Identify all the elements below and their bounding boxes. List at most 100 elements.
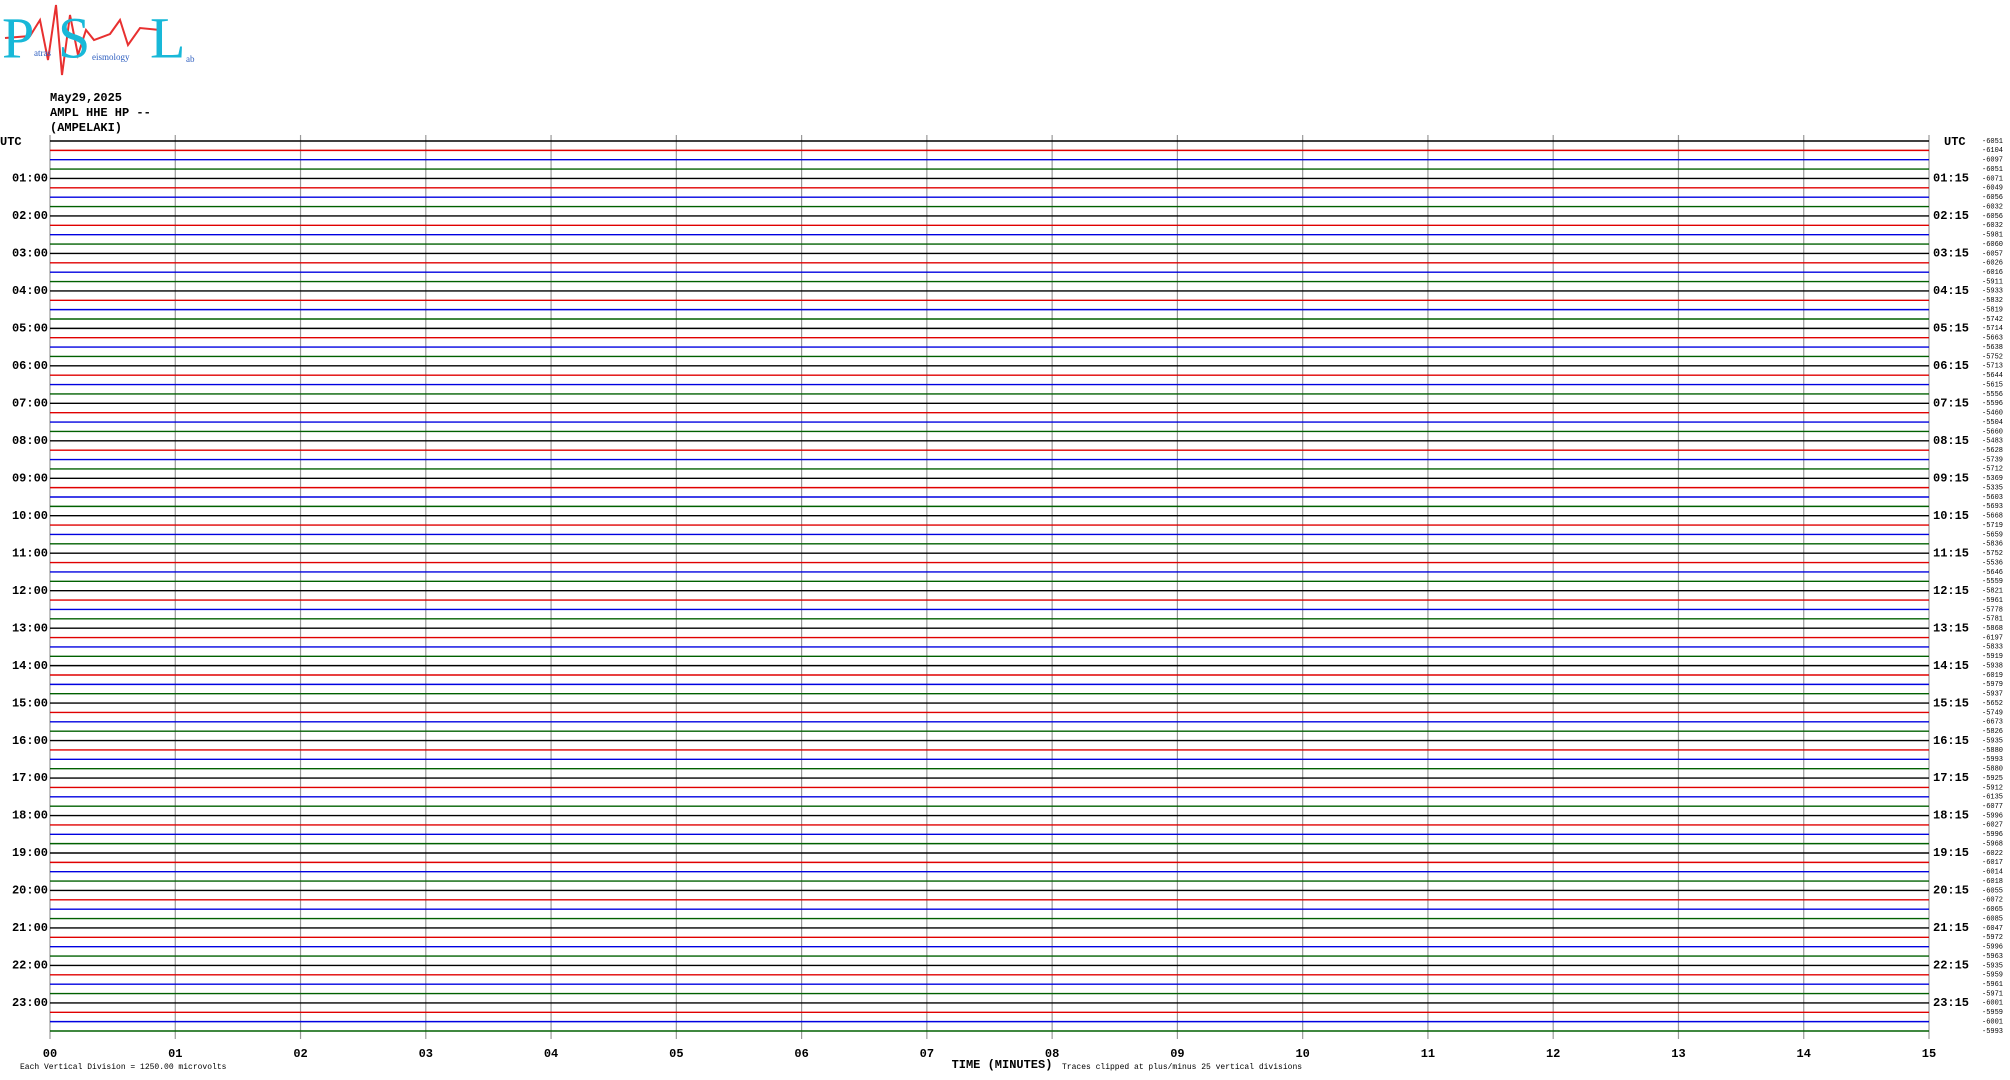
quarter-label: 09:15 bbox=[1933, 471, 1969, 485]
trace-offset: -5693 bbox=[1982, 503, 2003, 511]
x-tick-label: 07 bbox=[920, 1047, 934, 1061]
logo-word: ab bbox=[186, 54, 195, 64]
logo-letter: L bbox=[150, 5, 185, 70]
trace-offset: -5663 bbox=[1982, 335, 2003, 343]
x-tick-label: 05 bbox=[669, 1047, 683, 1061]
logo-wiggle bbox=[4, 4, 161, 76]
hour-label: 16:00 bbox=[12, 734, 48, 748]
trace-offset: -5460 bbox=[1982, 410, 2003, 418]
trace-offset: -5925 bbox=[1982, 775, 2003, 783]
trace-offset: -5996 bbox=[1982, 831, 2003, 839]
trace-offset: -5504 bbox=[1982, 419, 2003, 427]
trace-offset: -5596 bbox=[1982, 400, 2003, 408]
x-tick-label: 01 bbox=[168, 1047, 182, 1061]
logo-letter: S bbox=[58, 5, 90, 70]
trace-offset: -5714 bbox=[1982, 325, 2003, 333]
hour-label: 02:00 bbox=[12, 209, 48, 223]
trace-offset: -5935 bbox=[1982, 962, 2003, 970]
hour-label: 05:00 bbox=[12, 322, 48, 336]
hour-label: 15:00 bbox=[12, 696, 48, 710]
hour-label: 23:00 bbox=[12, 996, 48, 1010]
trace-offset: -5652 bbox=[1982, 700, 2003, 708]
hour-label: 04:00 bbox=[12, 284, 48, 298]
trace-offset: -6001 bbox=[1982, 1018, 2003, 1026]
trace-offset: -6135 bbox=[1982, 794, 2003, 802]
trace-offset: -5979 bbox=[1982, 681, 2003, 689]
trace-offset: -5615 bbox=[1982, 381, 2003, 389]
trace-offset: -6097 bbox=[1982, 157, 2003, 165]
x-tick-label: 09 bbox=[1170, 1047, 1184, 1061]
trace-offset: -5959 bbox=[1982, 972, 2003, 980]
quarter-label: 16:15 bbox=[1933, 734, 1969, 748]
hour-label: 22:00 bbox=[12, 959, 48, 973]
trace-offset: -5719 bbox=[1982, 522, 2003, 530]
trace-offset: -6060 bbox=[1982, 241, 2003, 249]
quarter-label: 15:15 bbox=[1933, 696, 1969, 710]
hour-label: 12:00 bbox=[12, 584, 48, 598]
x-tick-label: 15 bbox=[1922, 1047, 1936, 1061]
trace-offset: -5483 bbox=[1982, 438, 2003, 446]
trace-offset: -6077 bbox=[1982, 803, 2003, 811]
trace-offset: -5335 bbox=[1982, 484, 2003, 492]
trace-offset: -6085 bbox=[1982, 915, 2003, 923]
x-tick-label: 00 bbox=[43, 1047, 57, 1061]
right-axis-title: UTC bbox=[1944, 135, 1966, 149]
trace-offset: -5644 bbox=[1982, 372, 2003, 380]
time-axis-title: TIME (MINUTES) bbox=[952, 1058, 1053, 1072]
logo-word: eismology bbox=[92, 52, 130, 62]
trace-offset: -5536 bbox=[1982, 559, 2003, 567]
trace-offset: -5937 bbox=[1982, 691, 2003, 699]
quarter-label: 07:15 bbox=[1933, 396, 1969, 410]
trace-offset: -5826 bbox=[1982, 728, 2003, 736]
hour-label: 09:00 bbox=[12, 471, 48, 485]
trace-offset: -6055 bbox=[1982, 887, 2003, 895]
quarter-label: 21:15 bbox=[1933, 921, 1969, 935]
quarter-label: 18:15 bbox=[1933, 809, 1969, 823]
hour-label: 03:00 bbox=[12, 247, 48, 261]
trace-offset: -6026 bbox=[1982, 260, 2003, 268]
quarter-label: 13:15 bbox=[1933, 621, 1969, 635]
trace-offset: -5742 bbox=[1982, 316, 2003, 324]
trace-offset: -5993 bbox=[1982, 756, 2003, 764]
x-tick-label: 03 bbox=[419, 1047, 433, 1061]
trace-offset: -5638 bbox=[1982, 344, 2003, 352]
hour-label: 06:00 bbox=[12, 359, 48, 373]
x-tick-label: 06 bbox=[794, 1047, 808, 1061]
quarter-label: 17:15 bbox=[1933, 771, 1969, 785]
hour-label: 11:00 bbox=[12, 546, 48, 560]
trace-offset: -6032 bbox=[1982, 222, 2003, 230]
trace-offset: -6104 bbox=[1982, 147, 2003, 155]
trace-offset: -5919 bbox=[1982, 653, 2003, 661]
x-tick-label: 12 bbox=[1546, 1047, 1560, 1061]
trace-offset: -6071 bbox=[1982, 175, 2003, 183]
trace-offset: -6027 bbox=[1982, 822, 2003, 830]
trace-offset: -5996 bbox=[1982, 812, 2003, 820]
hour-label: 13:00 bbox=[12, 621, 48, 635]
x-tick-label: 02 bbox=[293, 1047, 307, 1061]
trace-offset: -6001 bbox=[1982, 1000, 2003, 1008]
trace-offset: -6022 bbox=[1982, 850, 2003, 858]
trace-offset: -6019 bbox=[1982, 672, 2003, 680]
x-tick-label: 11 bbox=[1421, 1047, 1435, 1061]
trace-offset: -5603 bbox=[1982, 494, 2003, 502]
trace-offset: -5968 bbox=[1982, 840, 2003, 848]
footer-scale: Each Vertical Division = 1250.00 microvo… bbox=[20, 1063, 227, 1072]
hour-label: 10:00 bbox=[12, 509, 48, 523]
logo: P S L atras eismology ab bbox=[2, 4, 195, 76]
trace-offset: -5778 bbox=[1982, 606, 2003, 614]
trace-offset: -5821 bbox=[1982, 588, 2003, 596]
trace-offset: -5868 bbox=[1982, 625, 2003, 633]
trace-offset: -5938 bbox=[1982, 662, 2003, 670]
trace-offset: -6017 bbox=[1982, 859, 2003, 867]
trace-offset: -5752 bbox=[1982, 550, 2003, 558]
trace-offset: -6673 bbox=[1982, 719, 2003, 727]
trace-offset: -5659 bbox=[1982, 531, 2003, 539]
hour-label: 08:00 bbox=[12, 434, 48, 448]
trace-offset: -5933 bbox=[1982, 288, 2003, 296]
trace-offset: -5971 bbox=[1982, 990, 2003, 998]
quarter-label: 04:15 bbox=[1933, 284, 1969, 298]
quarter-label: 10:15 bbox=[1933, 509, 1969, 523]
trace-offset: -6057 bbox=[1982, 250, 2003, 258]
